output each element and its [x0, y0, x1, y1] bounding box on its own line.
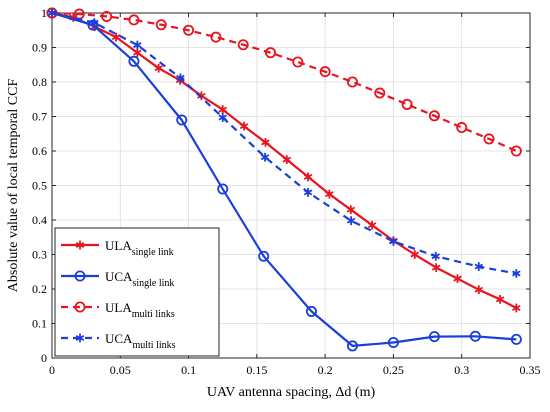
data-point [237, 39, 249, 51]
legend-marker [74, 270, 86, 282]
data-point [401, 98, 413, 110]
y-tick-label: 0.7 [32, 110, 47, 124]
data-point [456, 122, 468, 134]
data-point [389, 236, 398, 246]
data-point [265, 47, 277, 59]
y-tick-label: 0.9 [32, 41, 47, 55]
y-tick-label: 0.2 [32, 282, 47, 296]
legend-subscript: single link [132, 247, 174, 258]
legend-marker [75, 333, 85, 343]
data-point [128, 55, 140, 67]
data-point [319, 66, 331, 78]
data-point [428, 331, 440, 343]
data-point [260, 152, 270, 162]
data-point [346, 205, 356, 215]
data-point [218, 105, 227, 114]
y-tick-label: 0.5 [32, 179, 47, 193]
data-point [346, 216, 356, 226]
data-point [218, 113, 227, 122]
data-point [183, 24, 195, 36]
data-point [431, 251, 441, 261]
data-point [133, 40, 142, 50]
y-tick-label: 0 [41, 351, 47, 365]
data-point [239, 121, 249, 131]
data-point [469, 330, 481, 342]
data-point [474, 285, 484, 295]
x-tick-label: 0.05 [110, 363, 131, 377]
series-0 [47, 8, 521, 313]
x-tick-label: 0.25 [383, 363, 404, 377]
y-tick-label: 1 [41, 6, 47, 20]
x-tick-label: 0 [49, 363, 55, 377]
data-point [510, 145, 522, 157]
data-point [510, 333, 522, 345]
data-point [258, 250, 270, 262]
data-point [217, 183, 229, 195]
x-axis-title: UAV antenna spacing, Δd (m) [207, 385, 376, 400]
data-point [512, 303, 521, 313]
data-point [303, 188, 313, 197]
data-point [155, 19, 167, 31]
data-point [261, 137, 270, 147]
data-point [111, 32, 121, 42]
x-tick-label: 0.35 [520, 363, 541, 377]
data-point [428, 110, 440, 122]
data-point [453, 274, 462, 284]
data-point [305, 305, 317, 317]
data-point [282, 155, 292, 165]
data-point [346, 340, 358, 352]
data-point [47, 8, 57, 18]
data-point [176, 114, 188, 126]
data-point [325, 189, 334, 199]
x-tick-label: 0.3 [454, 363, 469, 377]
y-tick-label: 0.4 [32, 213, 47, 227]
series-line [51, 11, 517, 275]
data-point [410, 250, 419, 259]
data-point [210, 31, 222, 43]
x-tick-label: 0.15 [246, 363, 267, 377]
legend-subscript: multi links [132, 309, 175, 320]
y-axis-title: Absolute value of local temporal CCF [6, 79, 21, 293]
legend-marker [75, 240, 85, 250]
data-point [101, 10, 113, 22]
series-3 [47, 8, 521, 278]
data-point [176, 73, 185, 83]
series-2 [46, 7, 522, 157]
data-point [374, 87, 386, 99]
data-point [512, 269, 521, 278]
y-tick-label: 0.8 [32, 75, 47, 89]
y-tick-label: 0.3 [32, 248, 47, 262]
data-point [128, 14, 140, 26]
data-point [154, 63, 163, 73]
x-tick-label: 0.2 [318, 363, 333, 377]
y-tick-label: 0.1 [32, 317, 47, 331]
data-point [483, 133, 495, 145]
data-point [495, 294, 505, 304]
x-tick-label: 0.1 [181, 363, 196, 377]
legend-marker [74, 301, 86, 313]
data-point [346, 76, 358, 88]
y-tick-label: 0.6 [32, 144, 47, 158]
legend-subscript: single link [132, 278, 174, 289]
data-point [133, 48, 142, 58]
data-point [303, 172, 313, 182]
legend-subscript: multi links [132, 340, 175, 351]
legend-box [54, 227, 220, 357]
data-point [292, 56, 304, 68]
data-point [90, 18, 99, 28]
data-point [474, 262, 484, 271]
data-point [367, 220, 377, 230]
data-point [431, 263, 441, 273]
data-point [387, 336, 399, 348]
series-line [51, 11, 517, 347]
